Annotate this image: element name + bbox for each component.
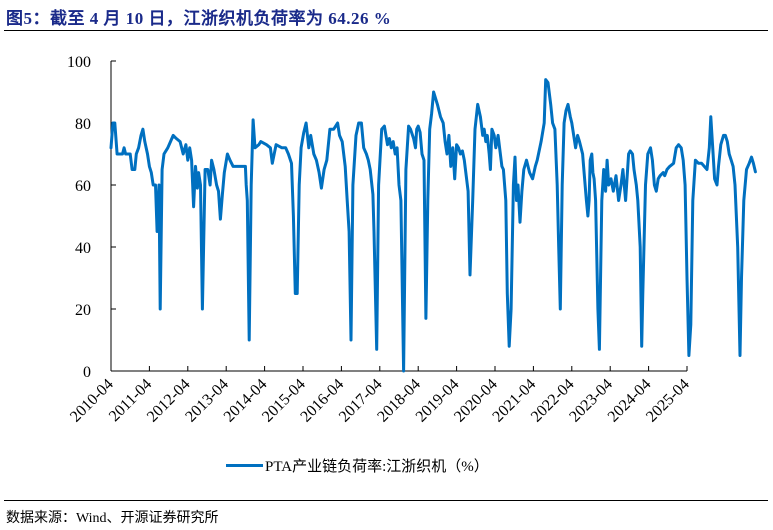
series-line-jiangzhe-loom-load (109, 78, 757, 373)
source-divider (4, 500, 768, 501)
y-tick-label: 40 (75, 240, 91, 257)
data-source-note: 数据来源：Wind、开源证券研究所 (6, 511, 219, 526)
y-tick-label: 0 (83, 364, 91, 381)
x-axis-tick-labels: 2010-042011-042012-042013-042014-042015-… (67, 376, 693, 426)
y-tick-label: 100 (67, 54, 91, 71)
y-axis-tick-labels: 0 20 40 60 80 100 (67, 54, 91, 381)
chart-legend: PTA产业链负荷率:江浙织机（%） (226, 455, 489, 475)
x-tick-label: 2010-04 (67, 376, 117, 426)
legend-line-swatch (226, 463, 263, 467)
chart-axes (110, 60, 688, 372)
y-tick-label: 20 (75, 302, 91, 319)
x-tick-label: 2025-04 (643, 376, 693, 426)
figure-title: 图5：截至 4 月 10 日，江浙织机负荷率为 64.26 % (6, 9, 392, 28)
legend-label: PTA产业链负荷率:江浙织机（%） (265, 458, 489, 475)
title-divider (4, 30, 768, 31)
y-tick-label: 80 (75, 116, 91, 133)
line-chart: 0 20 40 60 80 100 2010-042011-042012-042013-0… (67, 54, 757, 426)
y-tick-label: 60 (75, 178, 91, 195)
